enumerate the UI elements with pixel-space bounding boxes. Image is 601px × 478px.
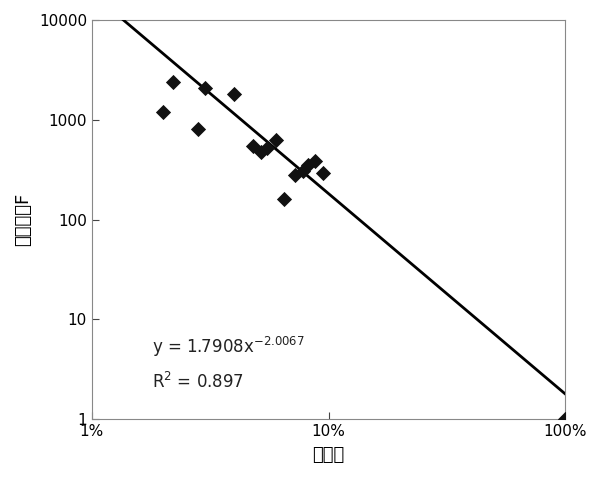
Point xyxy=(304,162,313,169)
Point xyxy=(200,84,210,91)
Point xyxy=(262,144,272,152)
Point xyxy=(279,196,289,203)
Point xyxy=(257,148,266,155)
Point xyxy=(311,157,320,164)
Point xyxy=(248,142,258,150)
Point xyxy=(290,171,300,179)
Point xyxy=(271,137,281,144)
Point xyxy=(561,415,570,423)
Point xyxy=(230,90,239,98)
Point xyxy=(298,167,308,174)
X-axis label: 孔隙度: 孔隙度 xyxy=(313,446,345,464)
Point xyxy=(319,170,328,177)
Point xyxy=(168,78,178,86)
Y-axis label: 地层因素F: 地层因素F xyxy=(14,193,32,246)
Text: y = 1.7908x$^{-2.0067}$
R$^2$ = 0.897: y = 1.7908x$^{-2.0067}$ R$^2$ = 0.897 xyxy=(152,335,305,392)
Point xyxy=(158,108,168,116)
Point xyxy=(193,126,203,133)
